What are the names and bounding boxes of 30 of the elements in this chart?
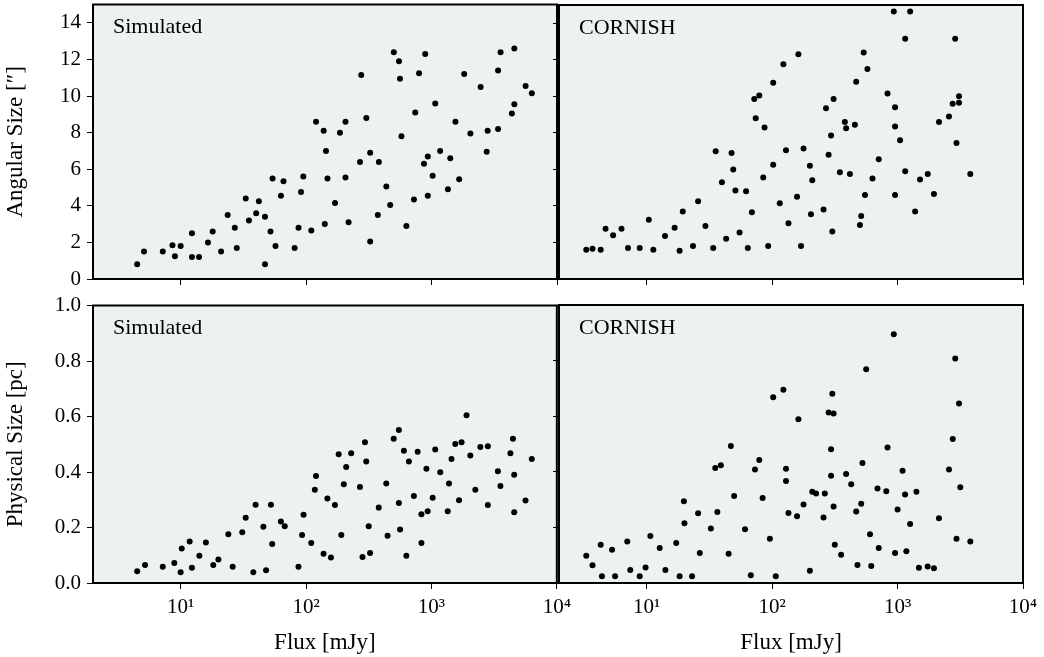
annotation: CORNISH — [579, 13, 676, 39]
y-tick-label: 12 — [60, 46, 81, 70]
y-tick-label: 0 — [70, 265, 81, 290]
y-axis-title: Angular Size [″] — [1, 66, 27, 218]
y-tick-label: 0.0 — [54, 569, 81, 594]
y-axis-title: Physical Size [pc] — [1, 361, 27, 528]
x-tick-label: 10¹ — [633, 594, 661, 619]
x-tick-label: 10² — [292, 594, 320, 619]
y-tick-label: 2 — [70, 228, 81, 253]
x-tick-label: 10¹ — [167, 594, 195, 619]
annotation: Simulated — [113, 13, 203, 39]
x-axis-title: Flux [mJy] — [740, 629, 842, 655]
y-tick-label: 14 — [60, 9, 82, 34]
x-tick-label: 10⁴ — [542, 594, 571, 619]
x-axis-title: Flux [mJy] — [274, 629, 376, 655]
y-tick-label: 1.0 — [54, 292, 81, 317]
y-tick-label: 0.6 — [54, 403, 81, 428]
annotation: CORNISH — [579, 313, 676, 339]
y-tick-label: 6 — [70, 155, 81, 180]
y-tick-label: 0.8 — [54, 347, 81, 372]
x-tick-label: 10² — [758, 594, 786, 619]
x-tick-label: 10³ — [417, 594, 446, 619]
x-tick-label: 10³ — [883, 594, 912, 619]
annotation: Simulated — [113, 314, 203, 340]
x-tick-label: 10⁴ — [1008, 594, 1038, 619]
y-tick-label: 0.2 — [54, 514, 81, 539]
y-tick-label: 8 — [70, 119, 81, 144]
y-tick-label: 0.4 — [54, 458, 82, 483]
y-tick-label: 10 — [60, 82, 81, 107]
y-tick-label: 4 — [70, 192, 82, 217]
